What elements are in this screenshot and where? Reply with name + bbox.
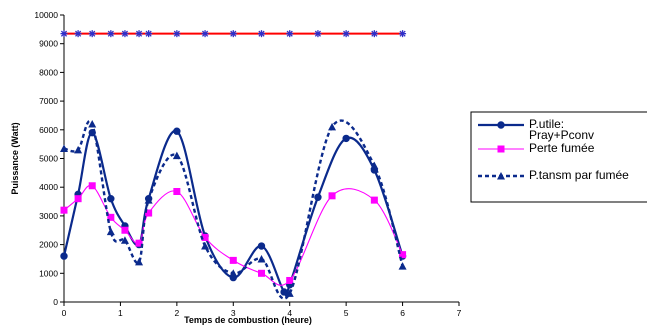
data-point	[229, 30, 237, 38]
x-tick-label: 6	[400, 308, 405, 318]
data-point	[399, 30, 407, 38]
legend-marker-2	[497, 145, 505, 153]
data-point	[370, 161, 379, 170]
data-point	[342, 134, 350, 143]
data-point	[258, 269, 265, 277]
data-point	[370, 196, 378, 204]
data-point	[286, 30, 294, 38]
data-point	[201, 242, 210, 250]
x-tick-label: 7	[457, 308, 462, 318]
data-point	[121, 30, 129, 38]
series-2	[60, 182, 407, 286]
data-point	[60, 206, 68, 214]
data-point	[398, 262, 407, 270]
series-0	[60, 30, 407, 38]
axes: 0 1000 2000 3000 4000 5000 6000 7000 8000 9000 100…	[34, 10, 461, 318]
data-point	[135, 257, 144, 266]
data-point	[342, 30, 350, 38]
data-point	[107, 194, 115, 203]
legend-label-1: P.utile:	[529, 117, 564, 131]
data-point	[88, 120, 97, 128]
data-point	[399, 251, 407, 259]
x-tick-label: 2	[174, 308, 179, 318]
series-3	[60, 119, 407, 300]
legend-label-1: Pray+Pconv	[529, 128, 594, 142]
y-tick-label: 1000	[39, 268, 58, 278]
y-axis-label: Puissance (Watt)	[10, 122, 20, 194]
x-tick-label: 0	[62, 308, 67, 318]
data-point	[74, 145, 83, 154]
data-point	[74, 30, 82, 38]
data-point	[106, 227, 115, 236]
y-tick-label: 5000	[39, 154, 58, 164]
data-point	[314, 30, 322, 38]
y-tick-label: 10000	[34, 10, 58, 20]
data-point	[88, 30, 96, 38]
data-point	[135, 30, 143, 38]
y-tick-label: 7000	[39, 96, 58, 106]
data-point	[121, 226, 129, 234]
data-point	[74, 195, 82, 203]
x-axis-label: Temps de combustion (heure)	[184, 315, 312, 325]
legend-marker-1	[497, 121, 505, 129]
data-point	[135, 239, 143, 247]
data-point	[60, 30, 68, 38]
y-tick-label: 9000	[39, 39, 58, 49]
data-point	[172, 151, 181, 160]
data-point	[286, 276, 294, 284]
data-point	[145, 209, 153, 217]
data-point	[107, 30, 115, 38]
x-tick-label: 3	[231, 308, 236, 318]
x-tick-label: 1	[118, 308, 123, 318]
data-point	[60, 252, 68, 260]
series-layer	[60, 30, 407, 300]
y-tick-label: 0	[53, 297, 58, 307]
data-point	[280, 288, 288, 296]
data-point	[201, 233, 209, 241]
data-point	[285, 289, 294, 297]
data-point	[173, 127, 181, 135]
y-tick-label: 4000	[39, 182, 58, 192]
data-point	[144, 196, 153, 204]
data-point	[120, 236, 129, 244]
legend-label-2: Perte fumée	[529, 141, 595, 155]
data-point	[258, 30, 265, 38]
y-tick-label: 8000	[39, 67, 58, 77]
data-point	[257, 254, 266, 263]
data-point	[201, 30, 209, 38]
data-point	[370, 30, 378, 38]
legend-label-3: P.tansm par fumée	[529, 168, 629, 182]
data-point	[314, 193, 322, 201]
x-tick-label: 5	[344, 308, 349, 318]
data-point	[88, 182, 96, 190]
data-point	[328, 192, 336, 200]
series-line-3	[63, 119, 404, 300]
y-tick-label: 2000	[39, 240, 58, 250]
x-tick-label: 4	[287, 308, 292, 318]
y-tick-label: 3000	[39, 211, 58, 221]
y-tick-label: 6000	[39, 125, 58, 135]
data-point	[173, 30, 181, 38]
data-point	[328, 122, 337, 131]
legend-marker-3	[497, 172, 505, 180]
data-point	[229, 269, 238, 277]
data-point	[229, 256, 237, 264]
data-point	[173, 188, 181, 196]
data-point	[107, 213, 115, 221]
data-point	[145, 30, 153, 38]
data-point	[257, 242, 266, 250]
data-point	[60, 144, 68, 152]
